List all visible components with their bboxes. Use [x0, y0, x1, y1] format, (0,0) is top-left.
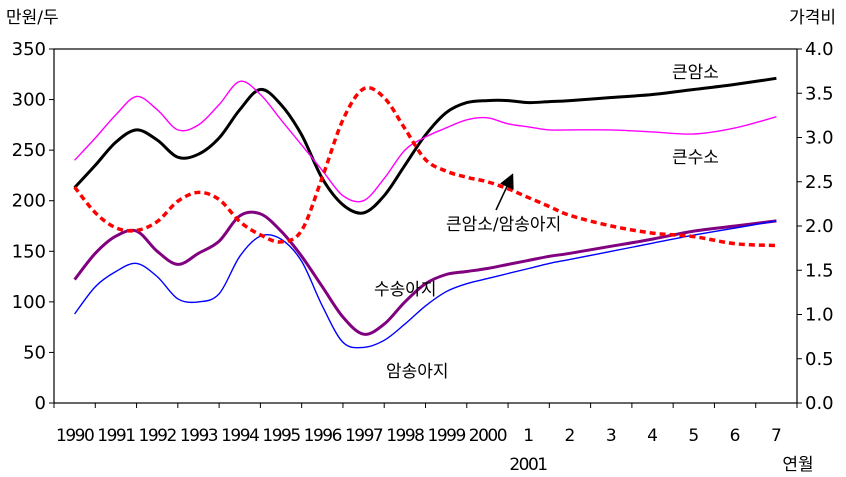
y-tick-label: 150 [12, 241, 46, 262]
y2-tick-label: 3.0 [805, 128, 834, 149]
x-tick-label: 2000 [469, 426, 507, 446]
x-tick-label: 6 [730, 426, 741, 446]
x-tick-label: 1993 [180, 426, 218, 446]
x-tick-label: 4 [647, 426, 658, 446]
x-tick-label: 1990 [56, 426, 94, 446]
series-line-bull [74, 80, 777, 203]
series-label-female-calf: 암송아지 [386, 362, 449, 382]
series-label-ratio: 큰암소/암송아지 [446, 215, 561, 235]
x-axis-sub-label: 2001 [509, 455, 547, 475]
x-tick-label: 5 [688, 426, 699, 446]
y2-tick-label: 0.0 [805, 393, 834, 414]
y2-tick-label: 3.5 [805, 83, 834, 104]
x-tick-label: 7 [771, 426, 782, 446]
x-tick-label: 1992 [139, 426, 177, 446]
y2-tick-label: 2.5 [805, 172, 834, 193]
plot-area [53, 48, 798, 404]
y-axis-ticks: 0 50 100 150 200 250 300 350 [12, 39, 54, 414]
y2-tick-label: 1.5 [805, 260, 834, 281]
series-line-female-calf [74, 220, 777, 349]
ratio-label-arrow [495, 173, 514, 211]
series-line-cow [73, 76, 777, 215]
series-line-ratio [73, 85, 777, 248]
x-tick-label: 1996 [304, 426, 342, 446]
y-tick-label: 200 [12, 191, 46, 212]
series-line-male-calf [73, 210, 777, 336]
x-tick-label: 1997 [345, 426, 383, 446]
y-tick-label: 250 [12, 140, 46, 161]
y-tick-label: 50 [23, 342, 46, 363]
x-axis-unit-label: 연월 [782, 455, 813, 475]
y2-axis-ticks: 0.0 0.5 1.0 1.5 2.0 2.5 3.0 3.5 4.0 [797, 39, 834, 414]
y-tick-label: 0 [35, 393, 46, 414]
x-tick-label: 1 [523, 426, 534, 446]
x-tick-label: 3 [606, 426, 617, 446]
x-tick-label: 1994 [221, 426, 259, 446]
series-label-cow: 큰암소 [672, 63, 719, 83]
series-label-male-calf: 수송아지 [374, 280, 437, 300]
y2-tick-label: 0.5 [805, 349, 834, 370]
y-tick-label: 300 [12, 90, 46, 111]
y-tick-label: 100 [12, 292, 46, 313]
y2-axis-unit-label: 가격비 [789, 8, 836, 28]
y-axis-unit-label: 만원/두 [6, 8, 59, 28]
x-tick-label: 2 [565, 426, 576, 446]
x-axis-ticks: 1990 1991 1992 1993 1994 1995 1996 1997 1998 1999… [53, 403, 798, 446]
y-tick-label: 350 [12, 39, 46, 60]
x-tick-label: 1995 [262, 426, 300, 446]
y2-tick-label: 2.0 [805, 216, 834, 237]
x-tick-label: 1998 [386, 426, 424, 446]
series-label-bull: 큰수소 [672, 148, 719, 168]
x-tick-label: 1991 [97, 426, 135, 446]
x-tick-label: 1999 [428, 426, 466, 446]
y2-tick-label: 4.0 [805, 39, 834, 60]
series-lines [73, 76, 777, 349]
y2-tick-label: 1.0 [805, 305, 834, 326]
